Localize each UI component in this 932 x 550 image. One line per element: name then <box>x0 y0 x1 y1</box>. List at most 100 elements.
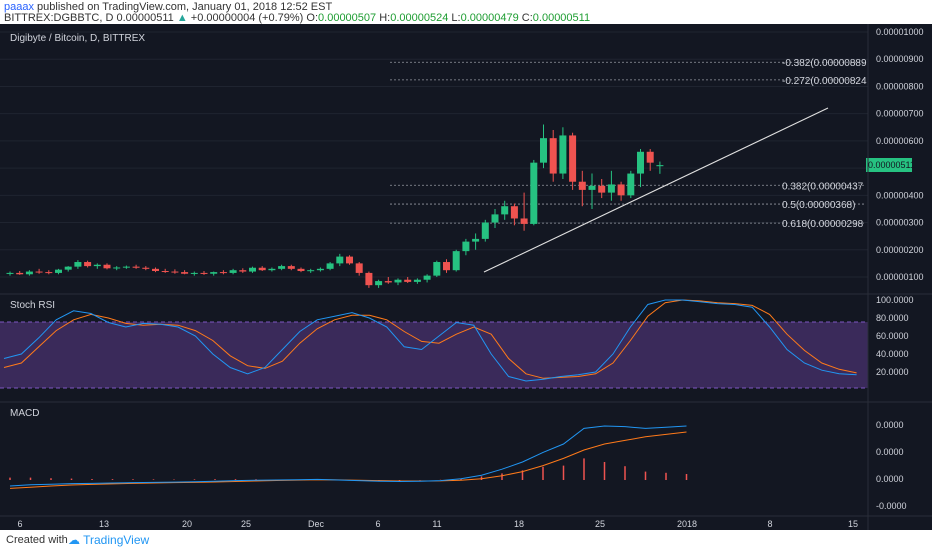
high-label: H: <box>379 12 391 24</box>
stoch-rsi-axis: 100.0000 80.0000 60.0000 40.0000 20.0000 <box>876 295 914 377</box>
footer: Created with ☁ TradingView <box>0 530 932 550</box>
candle-body <box>297 268 305 272</box>
high-value: 0.00000524 <box>390 12 449 24</box>
fib-level-label: -0.272(0.00000824 <box>782 76 867 87</box>
candle-body <box>540 138 547 163</box>
current-price-label: 0.00000511 <box>868 160 915 170</box>
candle-body <box>355 263 363 273</box>
chart-canvas[interactable]: Digibyte / Bitcoin, D, BITTREX -0.382(0.… <box>0 24 932 530</box>
candlestick-series <box>6 124 664 288</box>
fib-level-label: -0.382(0.00000889 <box>782 58 867 69</box>
price-tick-label: 0.00000700 <box>876 109 924 119</box>
candle-body <box>161 271 169 273</box>
time-tick-label: Dec <box>308 519 325 529</box>
stoch-rsi-tick-label: 40.0000 <box>876 349 909 359</box>
candle-body <box>637 151 644 174</box>
time-tick-label: 8 <box>767 519 772 529</box>
created-with-label: Created with <box>6 534 68 546</box>
macd-tick-label: 0.0000 <box>876 447 904 457</box>
candle-body <box>365 272 373 286</box>
candle-body <box>142 267 150 269</box>
price-tick-label: 0.00000600 <box>876 136 924 146</box>
candle-body <box>103 264 111 269</box>
candle-body <box>530 162 538 224</box>
candle-body <box>481 222 489 239</box>
fib-level-label: 0.5(0.00000368) <box>782 200 855 211</box>
current-price-tag: 0.00000511 <box>866 158 915 172</box>
candle-body <box>375 281 383 286</box>
candle-body <box>501 206 509 215</box>
candle-body <box>520 218 528 224</box>
candle-body <box>443 262 450 271</box>
price-tick-label: 0.00000800 <box>876 81 924 91</box>
candle-body <box>326 263 334 269</box>
fib-level-label: 0.618(0.00000298 <box>782 219 864 230</box>
candle-body <box>25 271 33 275</box>
candle-body <box>200 272 208 274</box>
candle-body <box>171 271 179 273</box>
candle-body <box>190 272 198 274</box>
candle-body <box>35 271 43 273</box>
candle-body <box>84 262 92 267</box>
candle-body <box>45 272 53 274</box>
stoch-rsi-tick-label: 80.0000 <box>876 313 909 323</box>
macd-axis: 0.0000 0.0000 0.0000 -0.0000 <box>876 420 907 511</box>
candle-body <box>404 279 412 282</box>
candle-body <box>423 275 431 280</box>
candle-body <box>549 138 557 174</box>
grid-lines <box>0 31 868 278</box>
candle-body <box>346 256 353 264</box>
candle-body <box>113 267 121 269</box>
macd-title: MACD <box>10 408 39 419</box>
stoch-rsi-k-line <box>3 299 857 382</box>
time-tick-label: 15 <box>848 519 858 529</box>
candle-body <box>413 279 421 282</box>
publisher-name[interactable]: paaax <box>4 1 34 13</box>
candle-body <box>588 185 596 190</box>
time-tick-label: 13 <box>99 519 109 529</box>
candle-body <box>181 272 189 274</box>
candle-body <box>452 251 460 271</box>
symbol-label: BITTREX:DGBBTC, D <box>4 12 114 24</box>
candle-body <box>627 173 635 196</box>
candle-body <box>64 266 72 270</box>
fib-retracement-levels: -0.382(0.00000889 -0.272(0.00000824 0.382(… <box>390 58 867 230</box>
low-label: L: <box>451 12 461 24</box>
candle-body <box>287 266 295 269</box>
macd-tick-label: 0.0000 <box>876 474 904 484</box>
chart-area[interactable]: Digibyte / Bitcoin, D, BITTREX -0.382(0.… <box>0 24 932 530</box>
price-tick-label: 0.00001000 <box>876 27 924 37</box>
candle-body <box>307 270 315 272</box>
candle-body <box>462 241 470 252</box>
price-tick-label: 0.00000900 <box>876 54 924 64</box>
candle-body <box>219 272 227 274</box>
candle-body <box>433 262 441 276</box>
time-tick-label: 11 <box>432 519 441 529</box>
tradingview-logo[interactable]: ☁ TradingView <box>68 533 150 547</box>
candle-body <box>55 269 62 273</box>
candle-body <box>278 266 286 269</box>
publish-info: published on TradingView.com, January 01… <box>37 1 333 13</box>
candle-body <box>74 262 82 267</box>
time-tick-label: 2018 <box>677 519 697 529</box>
candle-body <box>249 267 256 272</box>
candle-body <box>210 272 218 274</box>
candle-body <box>132 266 140 268</box>
candle-body <box>336 256 344 264</box>
time-tick-label: 25 <box>241 519 251 529</box>
stoch-rsi-tick-label: 100.0000 <box>876 295 914 305</box>
stoch-rsi-tick-label: 60.0000 <box>876 331 909 341</box>
candle-body <box>569 135 577 182</box>
candle-body <box>316 268 324 271</box>
price-tick-label: 0.00000200 <box>876 245 924 255</box>
brand-name: TradingView <box>83 533 150 547</box>
stoch-rsi-title: Stoch RSI <box>10 300 55 311</box>
open-value: 0.00000507 <box>318 12 377 24</box>
candle-body <box>646 151 654 163</box>
time-tick-label: 20 <box>182 519 192 529</box>
candle-body <box>152 268 159 272</box>
price-tick-label: 0.00000100 <box>876 272 924 282</box>
trendline[interactable] <box>483 107 829 273</box>
candle-body <box>229 270 237 273</box>
candle-body <box>617 184 625 196</box>
